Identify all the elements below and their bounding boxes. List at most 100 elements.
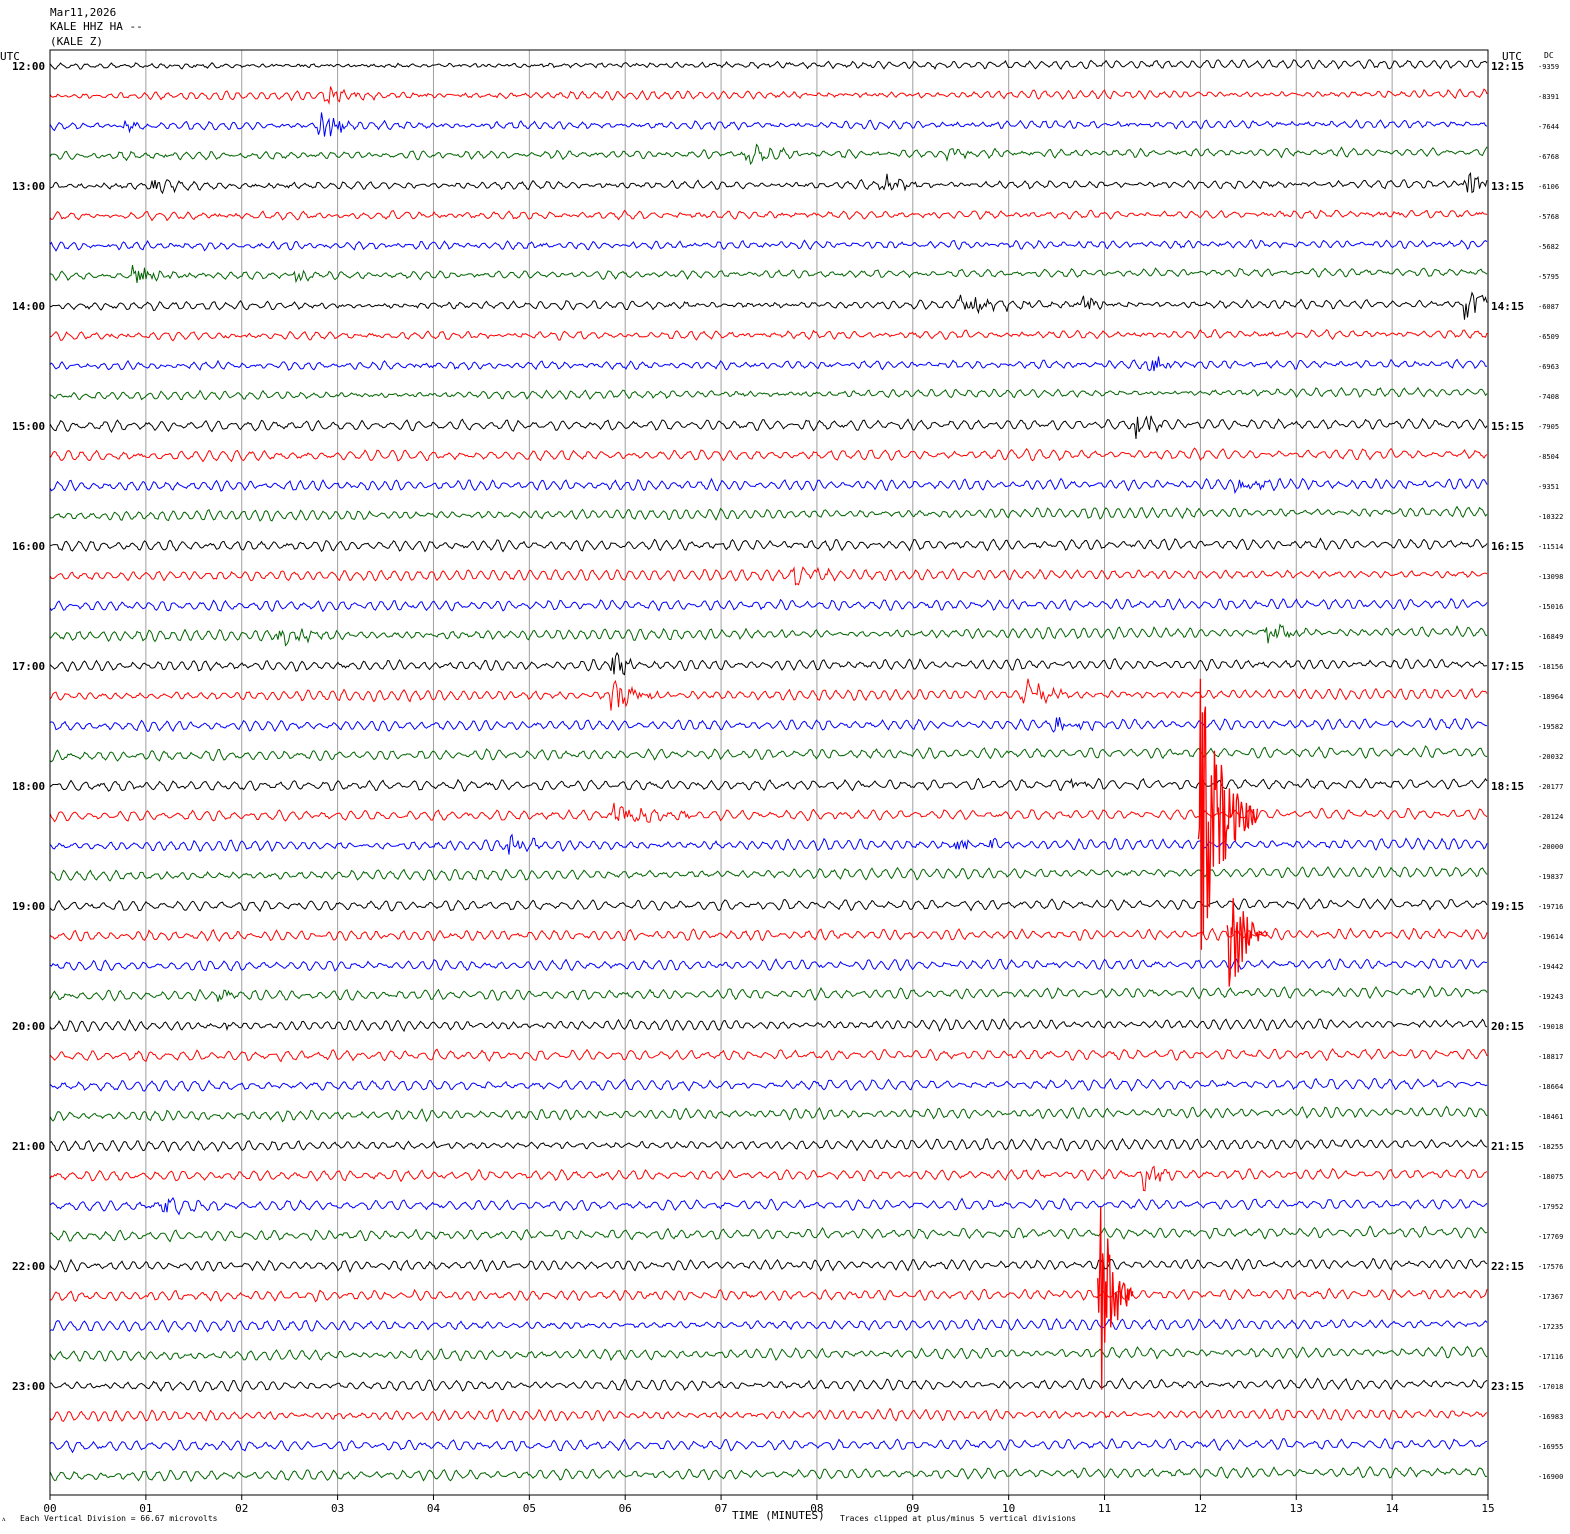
- right-hour-label-3: 15:15: [1491, 420, 1524, 433]
- trace-row-43: [49, 1345, 1488, 1362]
- x-tick-label-10: 10: [1002, 1502, 1015, 1515]
- trace-row-0: [49, 59, 1488, 70]
- trace-row-27: [49, 866, 1488, 882]
- trace-row-12: [49, 415, 1488, 440]
- x-tick-label-12: 12: [1194, 1502, 1207, 1515]
- dc-offset-14: -9351: [1538, 483, 1559, 491]
- x-tick-label-05: 05: [523, 1502, 536, 1515]
- clipped-event-traces: [1097, 678, 1268, 1390]
- trace-row-42: [49, 1317, 1488, 1334]
- footer-mark: ᴧ: [2, 1515, 6, 1523]
- x-tick-label-08: 08: [810, 1502, 823, 1515]
- trace-row-9: [49, 328, 1488, 342]
- trace-row-45: [49, 1407, 1488, 1423]
- time-gridlines: [49, 50, 1489, 1495]
- trace-row-13: [49, 447, 1488, 463]
- dc-offset-41: -17367: [1538, 1293, 1563, 1301]
- dc-offset-39: -17769: [1538, 1233, 1563, 1241]
- x-tick-label-13: 13: [1290, 1502, 1303, 1515]
- dc-offset-19: -16849: [1538, 633, 1563, 641]
- right-hour-label-11: 23:15: [1491, 1380, 1524, 1393]
- dc-offset-10: -6963: [1538, 363, 1559, 371]
- right-hour-label-0: 12:15: [1491, 60, 1524, 73]
- dc-offset-31: -19243: [1538, 993, 1563, 1001]
- dc-offset-15: -10322: [1538, 513, 1563, 521]
- dc-offset-47: -16900: [1538, 1473, 1563, 1481]
- trace-row-30: [49, 958, 1488, 972]
- left-hour-label-3: 15:00: [12, 420, 45, 433]
- dc-offset-25: -20124: [1538, 813, 1563, 821]
- right-hour-label-4: 16:15: [1491, 540, 1524, 553]
- trace-row-33: [49, 1048, 1488, 1063]
- header-station-short: (KALE Z): [50, 35, 103, 48]
- dc-offset-26: -20000: [1538, 843, 1563, 851]
- x-tick-label-14: 14: [1386, 1502, 1400, 1515]
- dc-offset-8: -6087: [1538, 303, 1559, 311]
- dc-offset-37: -18075: [1538, 1173, 1563, 1181]
- trace-row-18: [49, 597, 1488, 613]
- right-hour-label-6: 18:15: [1491, 780, 1524, 793]
- dc-offset-16: -11514: [1538, 543, 1563, 551]
- header-station-line: KALE HHZ HA --: [50, 20, 143, 33]
- trace-row-41: [49, 1287, 1488, 1303]
- dc-offset-17: -13098: [1538, 573, 1563, 581]
- left-hour-label-4: 16:00: [12, 540, 45, 553]
- dc-offset-18: -15016: [1538, 603, 1563, 611]
- right-hour-label-7: 19:15: [1491, 900, 1524, 913]
- footer-scale-note: Each Vertical Division = 66.67 microvolt…: [20, 1514, 218, 1523]
- trace-row-40: [49, 1257, 1488, 1273]
- x-tick-label-02: 02: [235, 1502, 248, 1515]
- right-hour-label-10: 22:15: [1491, 1260, 1524, 1273]
- trace-row-14: [49, 477, 1488, 495]
- right-hour-label-9: 21:15: [1491, 1140, 1524, 1153]
- trace-row-11: [49, 386, 1488, 401]
- trace-row-32: [49, 1017, 1488, 1033]
- dc-offset-9: -6509: [1538, 333, 1559, 341]
- trace-row-19: [49, 623, 1488, 647]
- trace-row-17: [49, 566, 1488, 586]
- trace-row-10: [49, 356, 1487, 372]
- trace-row-4: [49, 171, 1488, 195]
- trace-row-20: [49, 651, 1488, 676]
- clipped-event-1: [1226, 898, 1268, 987]
- trace-row-26: [49, 833, 1488, 855]
- dc-offset-0: -9359: [1538, 63, 1559, 71]
- trace-row-5: [49, 209, 1488, 222]
- left-hour-label-5: 17:00: [12, 660, 45, 673]
- right-hour-label-1: 13:15: [1491, 180, 1524, 193]
- right-hour-label-5: 17:15: [1491, 660, 1524, 673]
- x-tick-label-00: 00: [43, 1502, 56, 1515]
- left-hour-label-10: 22:00: [12, 1260, 45, 1273]
- x-axis-ticks: 00 01 02 03 04 05 06 07 08 09 10 11 12 13 14 15: [43, 1495, 1495, 1515]
- dc-offset-35: -18461: [1538, 1113, 1563, 1121]
- left-hour-label-2: 14:00: [12, 300, 45, 313]
- trace-row-24: [49, 777, 1488, 792]
- trace-row-23: [49, 745, 1488, 763]
- x-axis-title: TIME (MINUTES): [732, 1509, 825, 1522]
- trace-row-7: [49, 265, 1488, 284]
- dc-offset-6: -5682: [1538, 243, 1559, 251]
- trace-row-28: [49, 897, 1488, 913]
- dc-offset-23: -20032: [1538, 753, 1563, 761]
- x-tick-label-07: 07: [714, 1502, 727, 1515]
- left-hour-label-9: 21:00: [12, 1140, 45, 1153]
- dc-offset-42: -17235: [1538, 1323, 1563, 1331]
- dc-offset-4: -6106: [1538, 183, 1559, 191]
- footer-clip-note: Traces clipped at plus/minus 5 vertical …: [840, 1514, 1076, 1523]
- trace-row-36: [49, 1137, 1488, 1153]
- dc-offset-12: -7905: [1538, 423, 1559, 431]
- x-tick-label-15: 15: [1481, 1502, 1494, 1515]
- dc-offset-33: -18817: [1538, 1053, 1563, 1061]
- trace-row-2: [49, 112, 1488, 137]
- trace-row-46: [49, 1437, 1488, 1454]
- dc-offset-11: -7408: [1538, 393, 1559, 401]
- right-utc-label: UTC: [1502, 50, 1522, 63]
- left-hour-label-1: 13:00: [12, 180, 45, 193]
- header-date: Mar11,2026: [50, 6, 116, 19]
- left-hour-label-11: 23:00: [12, 1380, 45, 1393]
- dc-offset-24: -20177: [1538, 783, 1563, 791]
- right-hour-label-2: 14:15: [1491, 300, 1524, 313]
- dc-offset-40: -17576: [1538, 1263, 1563, 1271]
- clipped-event-0: [1197, 678, 1259, 950]
